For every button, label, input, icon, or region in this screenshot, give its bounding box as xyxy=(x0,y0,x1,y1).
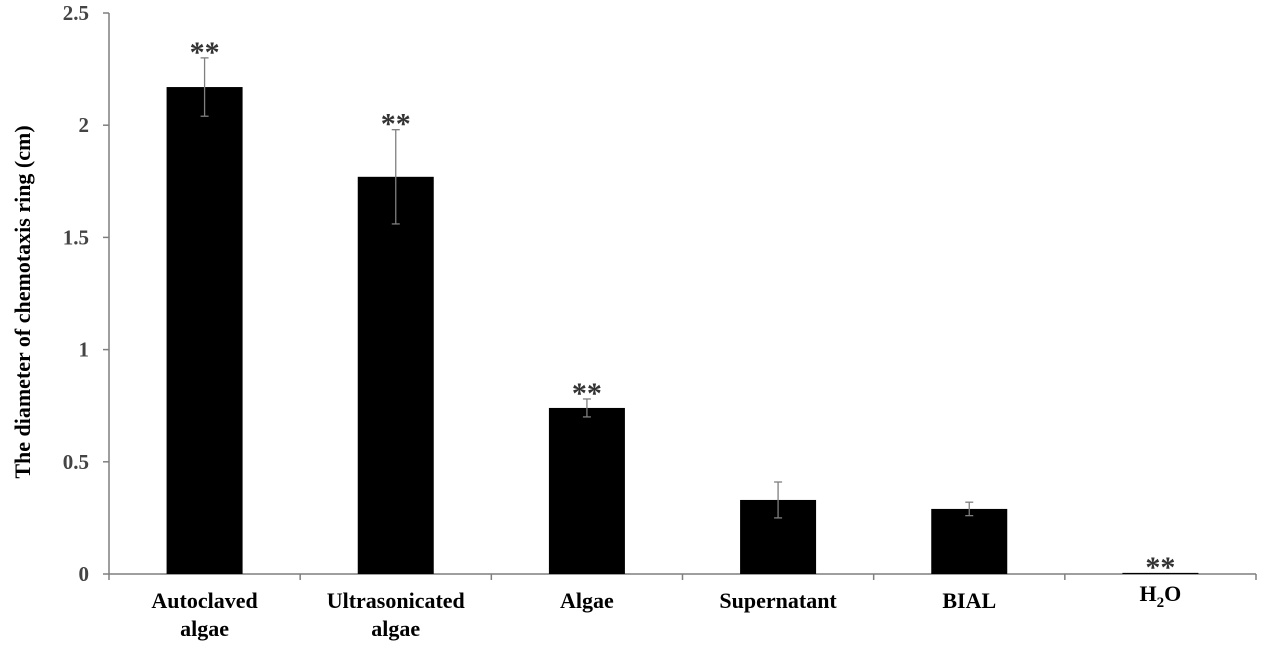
bar xyxy=(357,176,434,574)
error-bars xyxy=(200,57,974,519)
significance-annotations: ** ** ** ** xyxy=(190,36,1176,584)
x-tick-label: H2O xyxy=(1140,581,1182,611)
y-tick-label: 0 xyxy=(79,562,90,586)
x-tick-label: Ultrasonicated algae xyxy=(327,588,465,641)
significance-label: ** xyxy=(1145,551,1175,584)
x-tick-label: Autoclaved algae xyxy=(151,588,257,641)
x-axis-labels: Autoclaved algae Ultrasonicated algae Algae S… xyxy=(151,581,1181,641)
significance-label: ** xyxy=(190,36,220,69)
bar xyxy=(1122,572,1199,574)
x-tick-label: Algae xyxy=(560,588,614,613)
y-tick-label: 2.5 xyxy=(63,1,89,25)
y-axis-title: The diameter of chemotaxis ring (cm) xyxy=(10,125,35,478)
y-tick-label: 2 xyxy=(79,113,90,137)
x-tick-label: BIAL xyxy=(942,588,996,613)
y-tick-label: 1 xyxy=(79,338,90,362)
significance-label: ** xyxy=(572,377,602,410)
significance-label: ** xyxy=(381,108,411,141)
bar xyxy=(548,407,625,574)
bar xyxy=(166,87,243,574)
y-tick-label: 0.5 xyxy=(63,450,89,474)
axes: 0 0.5 1 1.5 2 2.5 xyxy=(63,1,1257,586)
bars xyxy=(166,87,1199,574)
y-tick-label: 1.5 xyxy=(63,225,89,249)
bar xyxy=(931,508,1008,574)
x-tick-label: Supernatant xyxy=(719,588,837,613)
